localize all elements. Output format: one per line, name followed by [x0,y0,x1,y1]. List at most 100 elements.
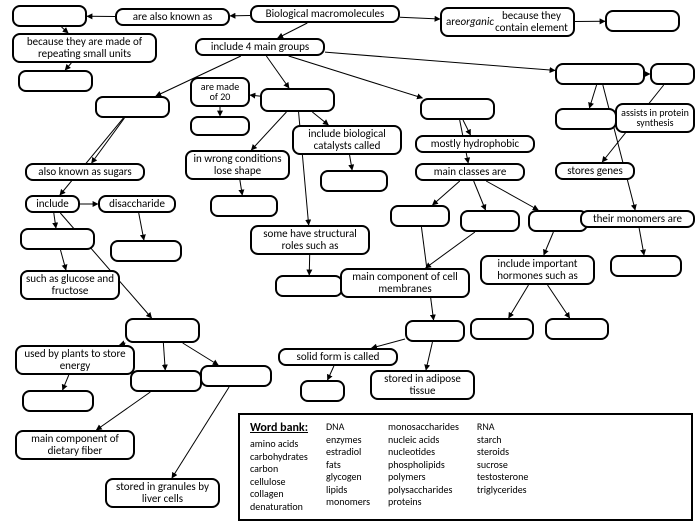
node-biocatal: include biological catalysts called [292,125,402,155]
node-structural: some have structural roles such as [250,225,370,255]
node-assist: assists in protein synthesis [615,103,695,133]
word-bank-title: Word bank: [250,421,308,436]
edge-prot-biocatal [312,112,328,125]
edge-plantstore-starchbx [63,375,69,390]
edge-root-organic [400,17,440,19]
edge-mainclass-fatsbx [433,181,460,205]
node-hydro: mostly hydrophobic [415,135,535,153]
word-bank-item: nucleotides [388,446,459,459]
edge-cellbx-fiber [96,392,150,430]
node-fourgroups: include 4 main groups [195,38,325,56]
node-root: Biological macromolecules [250,5,400,23]
edge-include-mono [54,213,56,228]
word-bank-item: amino acids [250,438,308,451]
node-carb [95,96,170,118]
word-bank-item: estradiol [326,446,370,459]
word-bank: Word bank:amino acidscarbohydratescarbon… [238,413,693,521]
word-bank-item: proteins [388,496,459,509]
node-trigbx [405,320,465,342]
node-wrongcond: in wrong conditions lose shape [185,150,290,180]
edge-solid-solidbx [328,366,334,380]
word-bank-item: DNA [326,421,370,434]
node-blank1 [12,5,87,27]
edge-prot-madeof20 [250,95,260,96]
node-madeof20: are made of 20 [190,77,250,107]
edge-nuc-rnabx [589,85,596,108]
word-bank-item: testosterone [477,471,528,484]
node-starchbx [22,390,94,412]
edge-hormones-horm1 [509,285,529,318]
word-bank-item: glycogen [326,471,370,484]
word-bank-item: monomers [326,496,370,509]
node-solid: solid form is called [278,348,398,366]
node-horm2 [545,318,609,340]
word-bank-item: collagen [250,488,308,501]
node-aka: are also known as [115,8,230,26]
word-bank-col-3: RNAstarchsteroidssucrosetestosteronetrig… [477,421,528,513]
edge-prot-wrongcond [251,112,286,150]
edge-fourgroups-prot [266,56,289,88]
node-nucleot [610,255,682,277]
node-blank3 [605,10,680,32]
node-fiber: main component of dietary fiber [15,430,135,460]
node-mono [20,228,95,250]
edge-phbx-membrane [426,232,475,268]
node-cellbx [130,370,202,392]
edge-carb-include [60,118,124,195]
node-fatsbx [390,205,450,227]
node-poly [125,318,200,343]
edge-poly-glybx [183,343,219,365]
node-glufru: such as glucose and fructose [20,270,120,300]
node-prot [260,88,335,112]
edge-polymers-blank2 [65,63,71,70]
word-bank-item: monosaccharides [388,421,459,434]
edge-mainclass-stbx [486,181,538,210]
node-include: include [25,195,80,213]
node-glybx [200,365,272,387]
node-livergran: stored in granules by liver cells [105,478,220,508]
node-collbx [275,275,343,297]
word-bank-item: denaturation [250,501,308,514]
edge-wrongcond-denat [240,180,242,195]
node-sucrose [110,240,182,262]
word-bank-col-1: DNAenzymesestradiolfatsglycogenlipidsmon… [326,421,370,513]
edge-disac-sucrose [139,213,144,240]
word-bank-col-0: Word bank:amino acidscarbohydratescarbon… [250,421,308,513]
word-bank-item: RNA [477,421,528,434]
edge-fourgroups-nuc [325,52,555,70]
node-sugars: also known as sugars [25,163,145,181]
node-mainclass: main classes are [415,163,525,181]
node-horm1 [470,318,534,340]
node-plantstore: used by plants to store energy [15,345,135,375]
node-enzbx [320,170,388,192]
node-blank2 [18,70,93,92]
edge-carb-sugars [92,118,125,163]
word-bank-item: steroids [477,446,528,459]
edge-mainclass-phbx [474,181,486,210]
edge-biocatal-enzbx [350,155,353,170]
node-polymers: because they are made of repeating small… [12,33,157,63]
edge-trigbx-adipose [426,342,432,370]
node-nuc [555,63,645,85]
node-adipose: stored in adipose tissue [370,370,475,400]
word-bank-item: carbon [250,463,308,476]
edge-root-fourgroups [278,23,308,38]
node-hormones: include important hormones such as [480,255,595,285]
edge-glybx-livergran [172,387,229,478]
word-bank-item: triglycerides [477,484,528,497]
edge-hormones-horm2 [548,285,570,318]
node-disac: disaccharide [98,195,176,213]
node-aminoa [190,116,250,136]
concept-map-canvas: Biological macromolecules are also known … [0,0,700,525]
edge-stbx-hormones [544,232,554,255]
node-storesg: stores genes [555,162,635,180]
edge-trigbx-solid [372,339,405,348]
node-rnabx [555,108,617,130]
edge-mono-glufru [60,250,65,270]
node-organic: are organic because they contain element [440,7,575,37]
node-dnabx [650,63,695,85]
edge-theirmon-nucleot [639,228,644,255]
node-lip [420,98,495,120]
node-theirmon: their monomers are [580,210,695,228]
word-bank-item: polymers [388,471,459,484]
